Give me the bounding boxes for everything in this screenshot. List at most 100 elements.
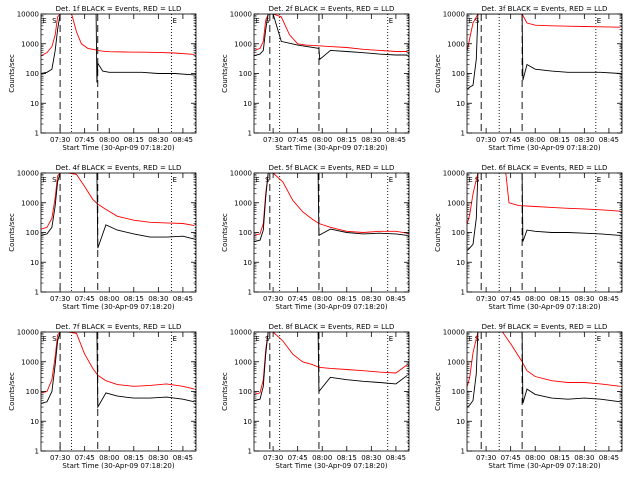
y-tick-label: 1000: [21, 199, 39, 207]
x-tick-label: 08:45: [599, 454, 619, 462]
x-tick-label: 08:00: [99, 136, 119, 144]
chart-title: Det. 7f BLACK = Events, RED = LLD: [56, 323, 182, 331]
y-axis-label: Counts/sec: [8, 54, 16, 93]
series-line-lld: [254, 14, 408, 52]
plot-frame: [253, 172, 410, 293]
x-tick-label: 08:15: [337, 454, 357, 462]
x-tick-label: 08:45: [173, 136, 193, 144]
marker-label: E: [597, 17, 601, 25]
marker-label: S: [52, 335, 57, 343]
x-axis-label: Start Time (30-Apr-09 07:18:20): [488, 144, 600, 152]
x-tick-label: 07:30: [50, 136, 70, 144]
marker-label: E: [255, 17, 259, 25]
x-tick-label: 08:00: [312, 454, 332, 462]
x-tick-label: 07:30: [263, 136, 283, 144]
x-tick-label: 08:30: [574, 454, 594, 462]
x-tick-label: 08:45: [599, 295, 619, 303]
series-line-events: [467, 14, 621, 90]
x-tick-label: 07:30: [263, 454, 283, 462]
x-axis-label: Start Time (30-Apr-09 07:18:20): [62, 144, 174, 152]
x-axis-label: Start Time (30-Apr-09 07:18:20): [488, 303, 600, 311]
chart-title: Det. 4f BLACK = Events, RED = LLD: [56, 164, 182, 172]
y-tick-label: 1000: [447, 199, 465, 207]
series-line-lld: [254, 173, 408, 236]
plot-frame: [40, 331, 197, 452]
x-tick-label: 07:45: [75, 136, 95, 144]
marker-label: S: [52, 176, 57, 184]
plot-frame: [466, 172, 623, 293]
y-tick-label: 10: [243, 418, 252, 426]
y-tick-label: 100: [452, 70, 465, 78]
x-tick-label: 08:15: [124, 454, 144, 462]
series-group: [467, 332, 621, 408]
chart-title: Det. 8f BLACK = Events, RED = LLD: [269, 323, 395, 331]
y-tick-label: 10000: [443, 170, 465, 178]
chart-title: Det. 5f BLACK = Events, RED = LLD: [269, 164, 395, 172]
series-group: [467, 14, 621, 90]
x-tick-label: 07:45: [288, 136, 308, 144]
x-tick-label: 08:30: [148, 136, 168, 144]
x-tick-label: 08:15: [550, 136, 570, 144]
marker-label: E: [255, 335, 259, 343]
y-tick-label: 10: [30, 259, 39, 267]
series-group: [467, 173, 621, 251]
x-tick-label: 08:45: [173, 295, 193, 303]
y-tick-label: 10000: [443, 329, 465, 337]
series-group: [254, 332, 408, 401]
x-tick-label: 08:30: [148, 295, 168, 303]
y-tick-label: 1000: [447, 40, 465, 48]
series-line-lld: [41, 332, 195, 394]
chart-title: Det. 9f BLACK = Events, RED = LLD: [482, 323, 608, 331]
x-tick-label: 08:15: [124, 295, 144, 303]
y-tick-label: 1000: [447, 358, 465, 366]
y-tick-label: 1: [461, 130, 465, 138]
plot-frame: [253, 331, 410, 452]
y-axis-label: Counts/sec: [221, 213, 229, 252]
x-axis-label: Start Time (30-Apr-09 07:18:20): [275, 462, 387, 470]
marker-label: E: [172, 335, 176, 343]
y-tick-label: 1: [461, 289, 465, 297]
y-tick-label: 10000: [17, 170, 39, 178]
plot-frame: [253, 13, 410, 134]
series-line-events: [41, 332, 195, 409]
y-tick-label: 1000: [234, 40, 252, 48]
series-line-lld: [41, 14, 195, 57]
x-tick-label: 07:30: [263, 295, 283, 303]
y-tick-label: 100: [452, 388, 465, 396]
y-tick-label: 1: [248, 289, 252, 297]
x-tick-label: 08:00: [99, 454, 119, 462]
y-tick-label: 10000: [230, 11, 252, 19]
series-line-events: [254, 14, 408, 61]
x-tick-label: 08:00: [312, 136, 332, 144]
y-tick-label: 10: [30, 418, 39, 426]
y-axis-label: Counts/sec: [221, 54, 229, 93]
y-tick-label: 10000: [17, 11, 39, 19]
x-axis-label: Start Time (30-Apr-09 07:18:20): [275, 144, 387, 152]
y-axis-label: Counts/sec: [434, 54, 442, 93]
x-tick-label: 07:30: [50, 295, 70, 303]
x-tick-label: 08:00: [525, 295, 545, 303]
marker-label: S: [52, 17, 57, 25]
series-group: [41, 332, 195, 409]
x-tick-label: 08:45: [386, 454, 406, 462]
x-tick-label: 07:45: [501, 454, 521, 462]
marker-label: E: [389, 176, 393, 184]
x-tick-label: 08:00: [99, 295, 119, 303]
series-line-events: [254, 332, 408, 401]
y-tick-label: 1: [35, 448, 39, 456]
y-tick-label: 10000: [230, 329, 252, 337]
y-tick-label: 100: [239, 388, 252, 396]
x-tick-label: 08:45: [173, 454, 193, 462]
marker-label: E: [468, 176, 472, 184]
marker-label: E: [172, 17, 176, 25]
x-tick-label: 08:45: [386, 136, 406, 144]
y-tick-label: 1: [35, 130, 39, 138]
chart-title: Det. 6f BLACK = Events, RED = LLD: [482, 164, 608, 172]
